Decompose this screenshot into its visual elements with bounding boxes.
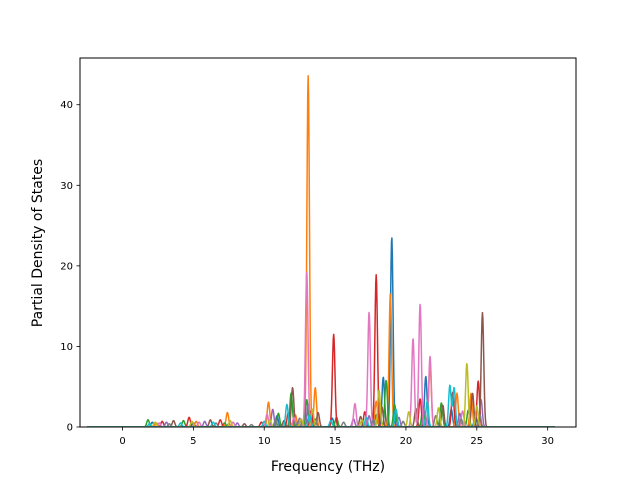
x-tick-label: 20 bbox=[400, 436, 413, 447]
x-tick-label: 5 bbox=[190, 436, 196, 447]
x-axis-ticks: 0 5 10 15 20 25 30 bbox=[119, 427, 554, 447]
x-tick-label: 15 bbox=[329, 436, 342, 447]
x-tick-label: 0 bbox=[119, 436, 125, 447]
x-tick-label: 25 bbox=[470, 436, 483, 447]
y-tick-label: 30 bbox=[60, 181, 73, 192]
y-tick-label: 10 bbox=[60, 342, 73, 353]
y-tick-label: 40 bbox=[60, 100, 73, 111]
y-axis-label: Partial Density of States bbox=[30, 159, 46, 327]
y-tick-label: 20 bbox=[60, 261, 73, 272]
x-tick-label: 30 bbox=[541, 436, 554, 447]
y-axis-ticks: 0 10 20 30 40 bbox=[60, 100, 80, 434]
x-axis-label: Frequency (THz) bbox=[271, 459, 385, 475]
x-tick-label: 10 bbox=[258, 436, 271, 447]
y-tick-label: 0 bbox=[67, 423, 73, 434]
axes-frame bbox=[79, 57, 577, 428]
series-line-9 bbox=[86, 362, 556, 427]
series-line-1 bbox=[86, 237, 556, 427]
